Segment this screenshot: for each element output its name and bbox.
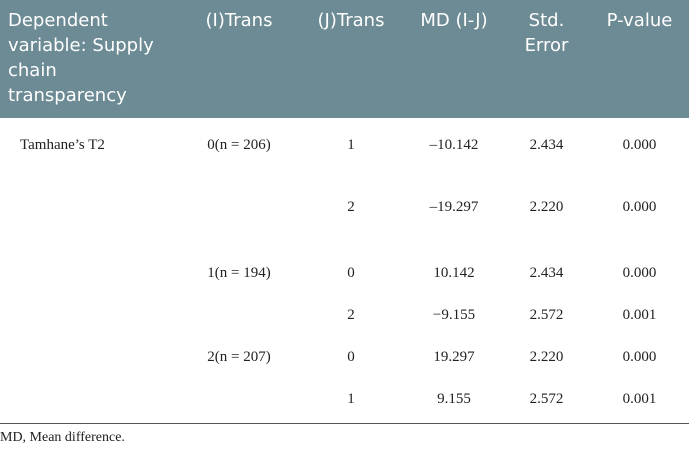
table-cell: 10.142 xyxy=(433,265,475,281)
table-cell xyxy=(181,376,297,424)
table-cell: 2(n = 207) xyxy=(207,349,271,365)
table-cell: 0 xyxy=(347,265,355,281)
table-cell: 2.572 xyxy=(503,376,590,424)
table-cell: 1(n = 194) xyxy=(207,265,271,281)
table-row: 1(n = 194) 0 10.142 2.434 0.000 xyxy=(0,250,689,292)
header-cell: P-value xyxy=(590,0,689,118)
header-cell: Dependent variable: Supply chain transpa… xyxy=(0,0,181,118)
table-cell: −9.155 xyxy=(432,307,476,323)
header-cell: (I)Trans xyxy=(181,0,297,118)
table-cell: 0.001 xyxy=(590,376,689,424)
table-cell: 2.220 xyxy=(529,199,564,215)
table-cell xyxy=(0,376,181,424)
table-cell: 0.000 xyxy=(622,349,657,365)
table-cell xyxy=(0,334,181,376)
table-cell: 0.000 xyxy=(622,199,657,215)
table-cell xyxy=(181,292,297,334)
table-cell: 2.434 xyxy=(529,137,564,153)
table-cell: 0 xyxy=(347,349,355,365)
table-cell: 2.434 xyxy=(529,265,564,281)
table-header: Dependent variable: Supply chain transpa… xyxy=(0,0,689,118)
table-cell: 2.572 xyxy=(529,307,564,323)
header-cell: (J)Trans xyxy=(297,0,405,118)
header-row: Dependent variable: Supply chain transpa… xyxy=(0,0,689,118)
header-cell: Std. Error xyxy=(503,0,590,118)
table-cell: 19.297 xyxy=(433,349,475,365)
table-cell: 0.000 xyxy=(622,265,657,281)
data-table: Dependent variable: Supply chain transpa… xyxy=(0,0,689,424)
table-cell xyxy=(181,184,297,250)
table-body: Tamhane’s T2 0(n = 206) 1 –10.142 2.434 0.000… xyxy=(0,118,689,424)
table-cell: 9.155 xyxy=(405,376,503,424)
table-row: 2(n = 207) 0 19.297 2.220 0.000 xyxy=(0,334,689,376)
table-cell: 1 xyxy=(347,137,355,153)
table-row: 1 9.155 2.572 0.001 xyxy=(0,376,689,424)
footnote: MD, Mean difference. xyxy=(0,430,125,445)
table-cell: 2 xyxy=(347,307,355,323)
table-cell: 2 xyxy=(347,199,355,215)
table-row: 2 −9.155 2.572 0.001 xyxy=(0,292,689,334)
table-cell: –10.142 xyxy=(429,137,479,153)
table-cell: 0.001 xyxy=(622,307,657,323)
table-cell: –19.297 xyxy=(429,199,479,215)
table-row: Tamhane’s T2 0(n = 206) 1 –10.142 2.434 0.000 xyxy=(0,118,689,184)
table-cell: 2.220 xyxy=(529,349,564,365)
table-cell: 0.000 xyxy=(622,137,657,153)
table-cell xyxy=(0,184,181,250)
table-cell: 1 xyxy=(297,376,405,424)
header-cell: MD (I-J) xyxy=(405,0,503,118)
table-cell xyxy=(0,292,181,334)
table-cell xyxy=(0,250,181,292)
table-cell: Tamhane’s T2 xyxy=(20,137,105,153)
table-cell: 0(n = 206) xyxy=(207,137,271,153)
table-row: 2 –19.297 2.220 0.000 xyxy=(0,184,689,250)
